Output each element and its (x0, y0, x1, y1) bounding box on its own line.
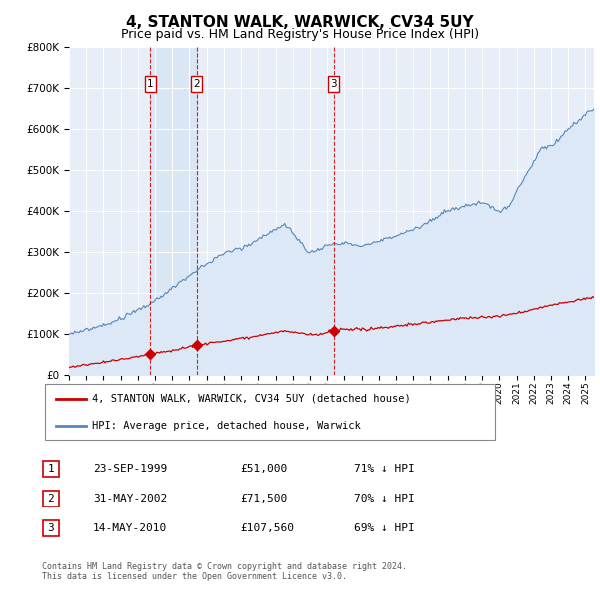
Text: 70% ↓ HPI: 70% ↓ HPI (354, 494, 415, 503)
Text: 31-MAY-2002: 31-MAY-2002 (93, 494, 167, 503)
FancyBboxPatch shape (43, 461, 59, 477)
Text: £51,000: £51,000 (240, 464, 287, 474)
Text: 3: 3 (47, 523, 55, 533)
Text: 1: 1 (147, 79, 154, 89)
Text: £71,500: £71,500 (240, 494, 287, 503)
Text: 1: 1 (47, 464, 55, 474)
Text: 14-MAY-2010: 14-MAY-2010 (93, 523, 167, 533)
Text: Price paid vs. HM Land Registry's House Price Index (HPI): Price paid vs. HM Land Registry's House … (121, 28, 479, 41)
Text: 3: 3 (330, 79, 337, 89)
Text: Contains HM Land Registry data © Crown copyright and database right 2024.
This d: Contains HM Land Registry data © Crown c… (42, 562, 407, 581)
Text: 2: 2 (193, 79, 200, 89)
Text: 4, STANTON WALK, WARWICK, CV34 5UY: 4, STANTON WALK, WARWICK, CV34 5UY (126, 15, 474, 30)
FancyBboxPatch shape (43, 520, 59, 536)
Text: 23-SEP-1999: 23-SEP-1999 (93, 464, 167, 474)
Text: £107,560: £107,560 (240, 523, 294, 533)
Text: 4, STANTON WALK, WARWICK, CV34 5UY (detached house): 4, STANTON WALK, WARWICK, CV34 5UY (deta… (92, 394, 411, 404)
Text: 69% ↓ HPI: 69% ↓ HPI (354, 523, 415, 533)
Text: HPI: Average price, detached house, Warwick: HPI: Average price, detached house, Warw… (92, 421, 361, 431)
FancyBboxPatch shape (45, 384, 495, 440)
FancyBboxPatch shape (43, 490, 59, 506)
Text: 2: 2 (47, 494, 55, 503)
Bar (151, 47, 197, 375)
Text: 71% ↓ HPI: 71% ↓ HPI (354, 464, 415, 474)
